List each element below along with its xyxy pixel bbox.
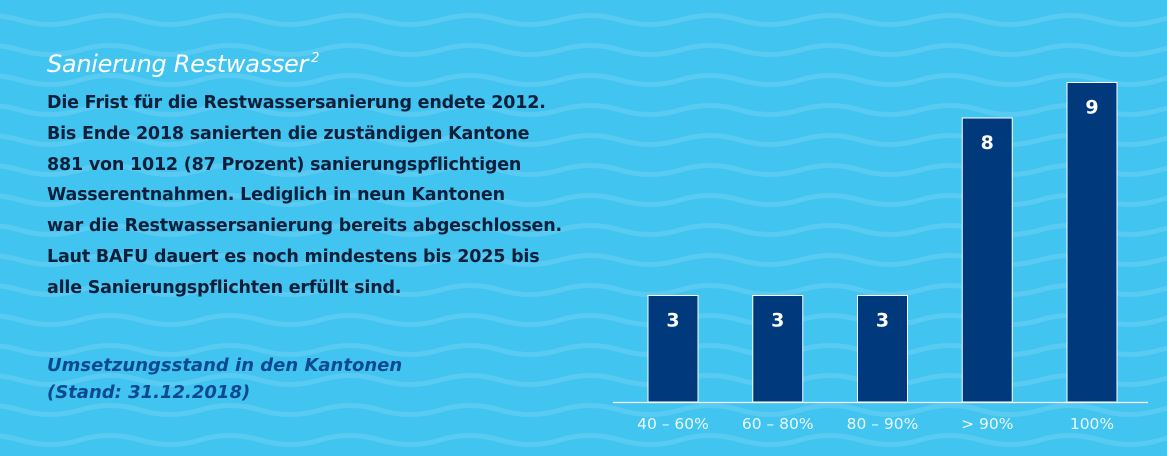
wave-line (0, 13, 1167, 27)
bar (857, 295, 908, 403)
body-line: war die Restwassersanierung bereits abge… (47, 216, 562, 237)
body-line: Die Frist für die Restwassersanierung en… (47, 93, 546, 113)
body-line: Wasserentnahmen. Lediglich in neun Kanto… (47, 185, 505, 206)
wave-line (0, 433, 1167, 447)
bar-value-label: 9 (1085, 97, 1098, 119)
wave-line (0, 373, 1167, 387)
wave-line (0, 253, 1167, 267)
x-tick-label: 40 – 60% (637, 415, 709, 433)
x-tick-label: 80 – 90% (847, 415, 919, 433)
footnote-marker: 2 (311, 51, 320, 66)
body-line: Bis Ende 2018 sanierten die zuständigen … (47, 123, 530, 144)
bar (961, 117, 1013, 403)
bar (1066, 82, 1118, 403)
bar (647, 295, 699, 403)
title-text: Sanierung Restwasser (47, 50, 309, 78)
wave-line (0, 313, 1167, 327)
bar-value-label: 3 (771, 310, 784, 332)
body-line: alle Sanierungspflichten erfüllt sind. (47, 277, 402, 298)
body-line: Laut BAFU dauert es noch mindestens bis … (47, 246, 540, 267)
body-text: Die Frist für die Restwassersanierung en… (47, 88, 607, 304)
wave-line (0, 73, 1167, 87)
bar-value-label: 3 (876, 310, 889, 332)
wave-line (0, 283, 1167, 297)
chart-caption-line: Umsetzungsstand in den Kantonen (47, 355, 403, 376)
wave-line (0, 223, 1167, 237)
bar (752, 295, 804, 403)
x-tick-label: > 90% (961, 415, 1013, 433)
wave-line (0, 193, 1167, 207)
wave-line (0, 103, 1167, 117)
page-title: Sanierung Restwasser 2 (47, 50, 319, 78)
wave-line (0, 343, 1167, 357)
bar-value-label: 8 (981, 132, 994, 154)
x-tick-label: 100% (1070, 415, 1114, 433)
wave-line (0, 43, 1167, 57)
wave-line (0, 163, 1167, 177)
bar-value-label: 3 (666, 310, 679, 332)
chart-date-line: (Stand: 31.12.2018) (47, 382, 251, 403)
body-line: 881 von 1012 (87 Prozent) sanierungspfli… (47, 154, 522, 175)
wave-line (0, 403, 1167, 417)
x-tick-label: 60 – 80% (742, 415, 814, 433)
wave-line (0, 133, 1167, 147)
chart-caption: Umsetzungsstand in den Kantonen (Stand: … (47, 352, 402, 406)
